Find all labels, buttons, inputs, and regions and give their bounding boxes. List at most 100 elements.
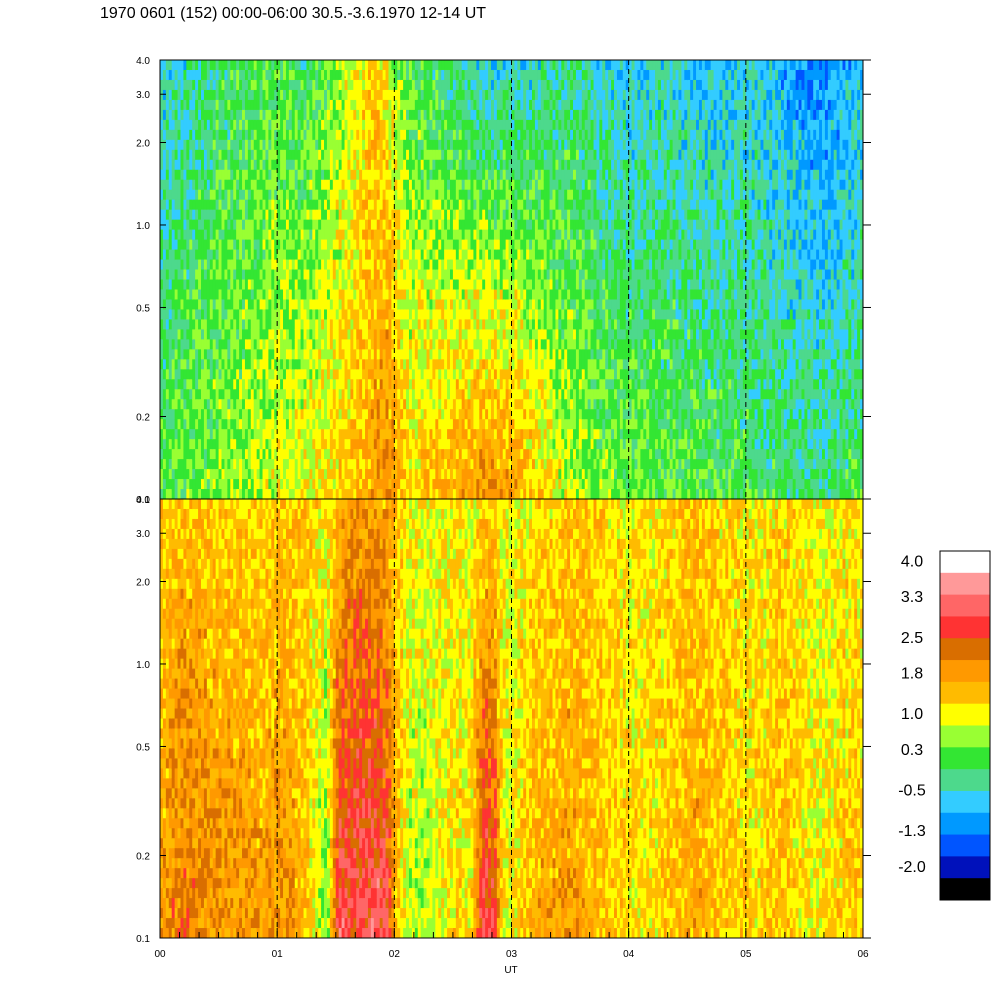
spectrogram-cell [168, 329, 173, 340]
spectrogram-cell [438, 219, 442, 231]
spectrogram-cell [403, 60, 407, 71]
spectrogram-cell [256, 139, 261, 151]
spectrogram-cell [236, 139, 240, 151]
spectrogram-cell [165, 469, 170, 480]
spectrogram-cell [168, 299, 173, 311]
spectrogram-cell [218, 389, 223, 400]
spectrogram-cell [209, 349, 214, 360]
spectrogram-cell [250, 139, 255, 151]
spectrogram-cell [198, 449, 202, 460]
spectrogram-cell [253, 309, 258, 321]
spectrogram-cell [414, 289, 419, 301]
spectrogram-cell [353, 479, 357, 490]
spectrogram-cell [414, 139, 419, 151]
spectrogram-cell [230, 489, 234, 499]
spectrogram-cell [318, 439, 322, 450]
spectrogram-cell [288, 129, 293, 141]
spectrogram-cell [227, 149, 231, 161]
spectrogram-cell [253, 189, 258, 201]
spectrogram-cell [356, 79, 360, 91]
spectrogram-cell [479, 179, 483, 191]
spectrogram-cell [162, 249, 167, 261]
spectrogram-cell [429, 269, 434, 281]
spectrogram-cell [247, 359, 252, 370]
spectrogram-cell [408, 469, 413, 480]
spectrogram-cell [218, 239, 223, 251]
spectrogram-cell [394, 279, 398, 291]
spectrogram-cell [174, 479, 179, 490]
spectrogram-cell [309, 289, 313, 301]
spectrogram-cell [376, 379, 381, 390]
spectrogram-cell [367, 289, 372, 301]
spectrogram-cell [350, 239, 354, 251]
spectrogram-cell [250, 99, 255, 111]
spectrogram-cell [168, 129, 173, 141]
spectrogram-cell [201, 159, 205, 171]
spectrogram-cell [394, 439, 398, 450]
spectrogram-cell [435, 329, 439, 340]
spectrogram-cell [326, 149, 331, 161]
spectrogram-cell [321, 269, 325, 281]
spectrogram-cell [467, 469, 472, 480]
spectrogram-cell [192, 259, 196, 271]
spectrogram-cell [236, 479, 240, 490]
spectrogram-cell [335, 209, 340, 221]
spectrogram-cell [367, 109, 372, 121]
spectrogram-cell [449, 129, 454, 141]
spectrogram-cell [464, 109, 469, 121]
spectrogram-cell [294, 259, 299, 271]
spectrogram-cell [426, 339, 431, 350]
spectrogram-cell [189, 319, 193, 330]
spectrogram-cell [376, 149, 381, 161]
spectrogram-cell [485, 209, 489, 221]
spectrogram-cell [373, 159, 378, 171]
spectrogram-cell [455, 229, 460, 241]
spectrogram-cell [370, 319, 375, 330]
spectrogram-cell [444, 219, 448, 231]
spectrogram-cell [285, 459, 290, 470]
spectrogram-cell [379, 389, 384, 400]
spectrogram-cell [283, 439, 287, 450]
spectrogram-cell [452, 479, 457, 490]
spectrogram-cell [429, 439, 434, 450]
spectrogram-cell [444, 109, 448, 121]
spectrogram-cell [400, 329, 404, 340]
spectrogram-cell [247, 369, 252, 380]
spectrogram-cell [420, 189, 425, 201]
spectrogram-cell [482, 89, 486, 101]
spectrogram-cell [385, 279, 390, 291]
spectrogram-cell [485, 189, 489, 201]
spectrogram-cell [224, 459, 228, 470]
spectrogram-cell [414, 209, 419, 221]
spectrogram-cell [461, 209, 466, 221]
spectrogram-cell [367, 359, 372, 370]
spectrogram-cell [203, 319, 208, 330]
spectrogram-cell [353, 279, 357, 291]
spectrogram-cell [227, 60, 231, 71]
spectrogram-cell [291, 429, 296, 440]
spectrogram-cell [332, 309, 337, 321]
spectrogram-cell [423, 279, 428, 291]
spectrogram-cell [224, 129, 228, 141]
spectrogram-cell [183, 119, 187, 131]
spectrogram-cell [312, 419, 316, 430]
spectrogram-cell [201, 259, 205, 271]
spectrogram-cell [326, 119, 331, 131]
spectrogram-cell [417, 399, 422, 410]
spectrogram-cell [294, 449, 299, 460]
spectrogram-cell [201, 89, 205, 101]
spectrogram-cell [215, 109, 220, 121]
spectrogram-cell [379, 449, 384, 460]
spectrogram-cell [262, 159, 267, 171]
spectrogram-cell [318, 319, 322, 330]
spectrogram-cell [294, 409, 299, 420]
spectrogram-cell [192, 159, 196, 171]
spectrogram-cell [356, 469, 360, 480]
spectrogram-cell [198, 299, 202, 311]
spectrogram-cell [312, 429, 316, 440]
spectrogram-cell [186, 329, 190, 340]
spectrogram-cell [397, 79, 401, 91]
spectrogram-cell [303, 189, 308, 201]
spectrogram-cell [482, 149, 486, 161]
spectrogram-cell [449, 349, 454, 360]
